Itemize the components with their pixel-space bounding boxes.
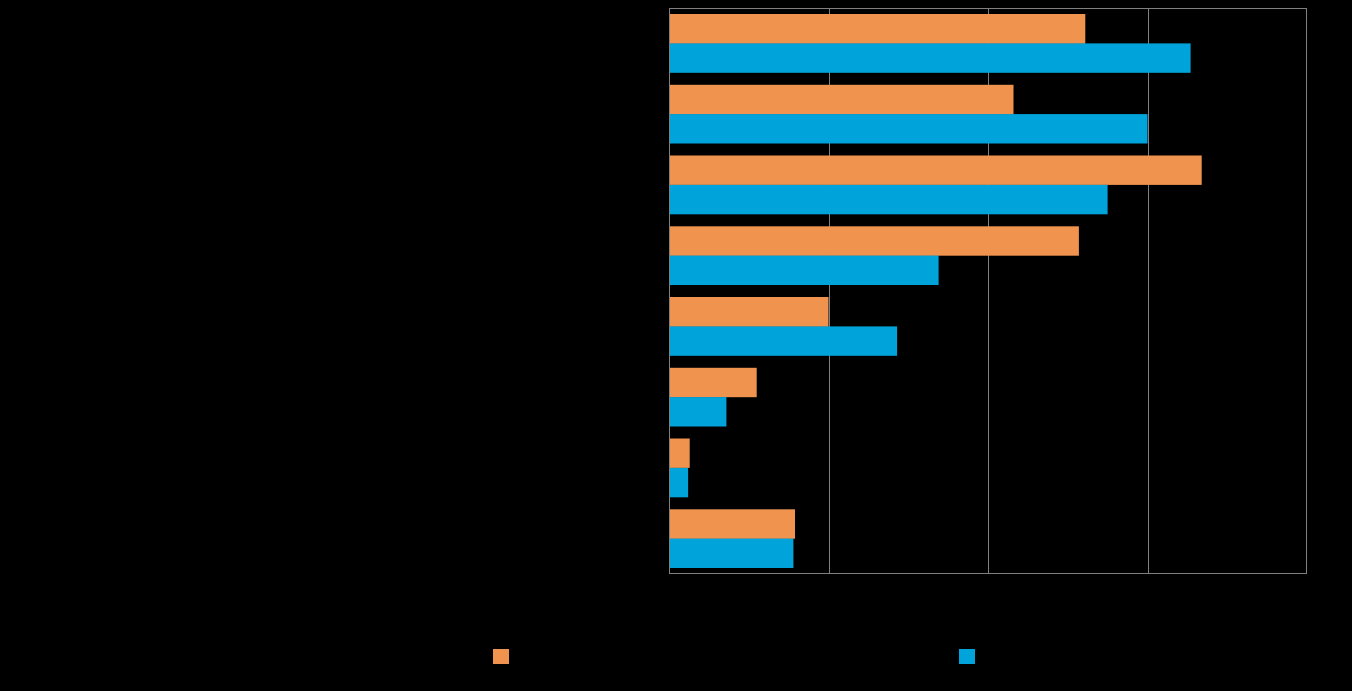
bar-series0-cat2	[669, 155, 1202, 185]
bar-series1-cat7	[669, 538, 794, 568]
bar-series1-cat6	[669, 467, 689, 498]
bar-series0-cat1	[669, 84, 1014, 115]
bar-series1-cat1	[669, 114, 1148, 144]
bars	[669, 14, 1202, 568]
bar-series1-cat5	[669, 397, 727, 427]
legend-swatch-1	[959, 649, 975, 664]
plot-border	[669, 8, 1307, 574]
legend-swatch-0	[493, 649, 509, 664]
bar-series0-cat7	[669, 509, 795, 539]
bar-series0-cat5	[669, 367, 757, 398]
bar-series0-cat0	[669, 14, 1086, 44]
legend	[493, 649, 975, 664]
plot-frame	[669, 8, 1307, 574]
bar-series1-cat2	[669, 184, 1108, 215]
bar-series1-cat3	[669, 255, 939, 285]
bar-series0-cat4	[669, 297, 829, 327]
bar-series1-cat4	[669, 326, 898, 356]
bar-series0-cat3	[669, 226, 1079, 256]
bar-series1-cat0	[669, 43, 1191, 73]
bar-series0-cat6	[669, 438, 690, 468]
